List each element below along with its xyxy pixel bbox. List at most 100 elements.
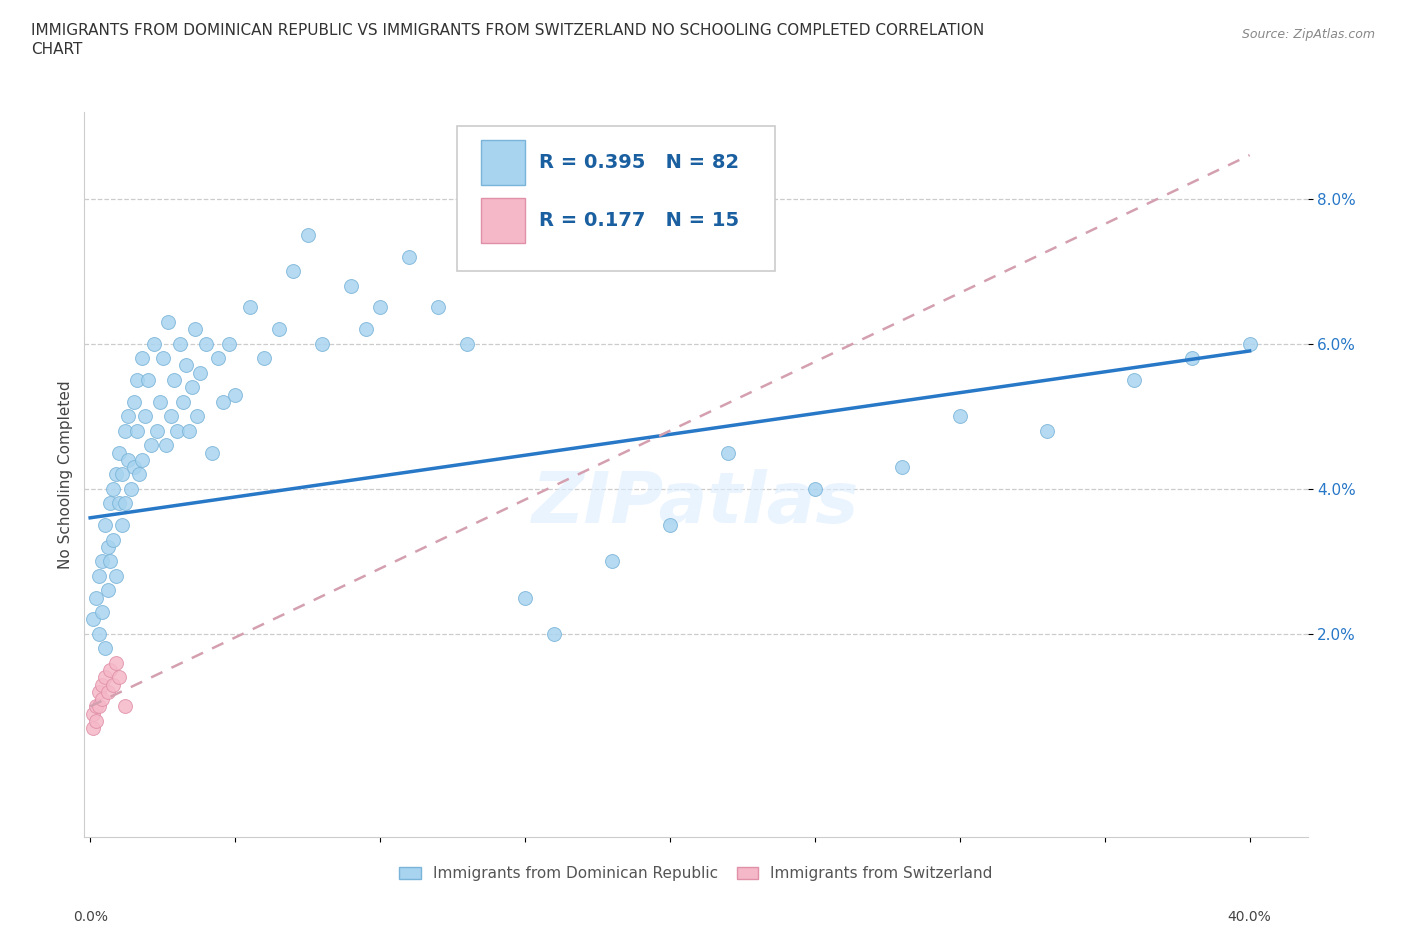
Point — [142, 337, 165, 352]
Point — [149, 394, 172, 409]
Point — [717, 445, 740, 460]
Point — [180, 379, 202, 394]
Point — [183, 322, 205, 337]
Point — [108, 496, 131, 511]
Point — [201, 445, 224, 460]
Point — [169, 337, 191, 352]
Point — [267, 322, 290, 337]
Point — [87, 627, 110, 642]
Point — [1181, 351, 1204, 365]
Point — [100, 554, 122, 569]
Point — [128, 467, 150, 482]
Point — [82, 706, 104, 721]
Point — [84, 591, 107, 605]
Point — [90, 604, 112, 619]
Point — [100, 663, 122, 678]
Point — [120, 482, 142, 497]
FancyBboxPatch shape — [481, 198, 524, 243]
Point — [174, 358, 197, 373]
Point — [96, 583, 118, 598]
Point — [105, 656, 128, 671]
Point — [152, 351, 174, 365]
Point — [139, 438, 162, 453]
Point — [212, 394, 235, 409]
Point — [125, 373, 148, 388]
Point — [111, 467, 134, 482]
Text: IMMIGRANTS FROM DOMINICAN REPUBLIC VS IMMIGRANTS FROM SWITZERLAND NO SCHOOLING C: IMMIGRANTS FROM DOMINICAN REPUBLIC VS IM… — [31, 23, 984, 38]
FancyBboxPatch shape — [481, 140, 524, 184]
Point — [177, 423, 200, 438]
Point — [207, 351, 229, 365]
Point — [96, 684, 118, 699]
Point — [84, 713, 107, 728]
Point — [297, 228, 319, 243]
Point — [117, 409, 139, 424]
Point — [90, 677, 112, 692]
Legend: Immigrants from Dominican Republic, Immigrants from Switzerland: Immigrants from Dominican Republic, Immi… — [394, 860, 998, 887]
Point — [122, 394, 145, 409]
Point — [122, 459, 145, 474]
Point — [84, 699, 107, 714]
Point — [543, 627, 565, 642]
Point — [1035, 423, 1057, 438]
Point — [103, 532, 125, 547]
Point — [134, 409, 156, 424]
Point — [354, 322, 377, 337]
Point — [90, 554, 112, 569]
Point — [186, 409, 208, 424]
Point — [105, 467, 128, 482]
Point — [195, 337, 218, 352]
Text: 40.0%: 40.0% — [1227, 910, 1271, 923]
Text: 0.0%: 0.0% — [73, 910, 108, 923]
Point — [100, 496, 122, 511]
Point — [804, 482, 827, 497]
Point — [157, 314, 180, 329]
Point — [125, 423, 148, 438]
Point — [166, 423, 188, 438]
Point — [368, 300, 391, 315]
Point — [136, 373, 159, 388]
Point — [427, 300, 450, 315]
Point — [93, 518, 115, 533]
Point — [131, 351, 153, 365]
Point — [1239, 337, 1261, 352]
Point — [456, 337, 478, 352]
Point — [87, 684, 110, 699]
Point — [93, 670, 115, 684]
Point — [155, 438, 177, 453]
Text: CHART: CHART — [31, 42, 83, 57]
Text: R = 0.177   N = 15: R = 0.177 N = 15 — [540, 211, 740, 230]
Point — [890, 459, 912, 474]
Point — [131, 452, 153, 467]
Point — [949, 409, 972, 424]
Point — [108, 670, 131, 684]
Point — [103, 482, 125, 497]
Point — [90, 692, 112, 707]
FancyBboxPatch shape — [457, 126, 776, 272]
Point — [117, 452, 139, 467]
Point — [82, 612, 104, 627]
Point — [188, 365, 211, 380]
Point — [658, 518, 681, 533]
Point — [218, 337, 240, 352]
Point — [600, 554, 623, 569]
Y-axis label: No Schooling Completed: No Schooling Completed — [58, 380, 73, 568]
Point — [146, 423, 169, 438]
Point — [311, 337, 333, 352]
Point — [239, 300, 262, 315]
Point — [114, 423, 136, 438]
Point — [398, 249, 420, 264]
Text: R = 0.395   N = 82: R = 0.395 N = 82 — [540, 153, 740, 172]
Text: ZIPatlas: ZIPatlas — [533, 469, 859, 538]
Point — [224, 387, 246, 402]
Point — [114, 496, 136, 511]
Point — [114, 699, 136, 714]
Point — [340, 278, 363, 293]
Point — [163, 373, 186, 388]
Point — [513, 591, 536, 605]
Point — [281, 264, 304, 279]
Point — [96, 539, 118, 554]
Point — [108, 445, 131, 460]
Point — [82, 721, 104, 736]
Point — [105, 568, 128, 583]
